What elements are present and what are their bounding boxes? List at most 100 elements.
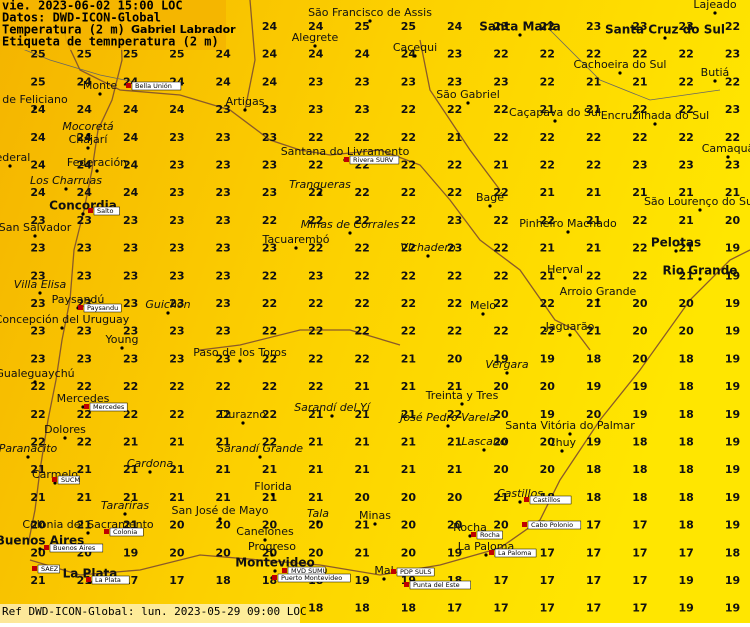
temperature-label: 22 bbox=[308, 325, 323, 338]
station-label: Colonia bbox=[113, 528, 137, 536]
temperature-label: 23 bbox=[123, 297, 138, 310]
place-dot bbox=[466, 101, 470, 105]
place-name: Paranacito bbox=[0, 442, 58, 455]
temperature-label: 22 bbox=[262, 408, 277, 421]
temperature-label: 19 bbox=[493, 352, 508, 365]
temperature-label: 20 bbox=[493, 519, 509, 532]
temperature-label: 22 bbox=[77, 436, 92, 449]
temperature-label: 17 bbox=[540, 546, 555, 559]
place-name: Paso de los Toros bbox=[193, 346, 287, 359]
place-dot bbox=[33, 234, 37, 238]
temperature-label: 23 bbox=[447, 75, 462, 88]
station-box bbox=[527, 520, 582, 530]
station-box bbox=[409, 580, 471, 590]
temperature-label: 20 bbox=[586, 408, 602, 421]
temperature-label: 17 bbox=[169, 574, 184, 587]
temperature-label: 24 bbox=[216, 75, 232, 88]
temperature-label: 21 bbox=[354, 380, 369, 393]
station-box bbox=[396, 567, 435, 577]
temperature-label: 23 bbox=[216, 269, 231, 282]
place-name: Federación bbox=[67, 156, 127, 169]
station-box bbox=[476, 530, 503, 540]
temperature-label: 20 bbox=[216, 519, 232, 532]
temperature-label: 24 bbox=[77, 186, 93, 199]
temperature-label: 20 bbox=[493, 408, 509, 421]
place-name: Tacuarembó bbox=[262, 233, 330, 246]
temperature-label: 17 bbox=[586, 519, 601, 532]
temperature-label: 20 bbox=[308, 519, 324, 532]
place-dot bbox=[330, 414, 334, 418]
temperature-label: 22 bbox=[401, 131, 416, 144]
place-dot bbox=[468, 534, 472, 538]
station-box bbox=[91, 575, 130, 585]
place-name: de Feliciano bbox=[2, 93, 68, 106]
place-dot bbox=[123, 512, 127, 516]
temperature-label: 22 bbox=[632, 214, 647, 227]
temperature-label: 19 bbox=[725, 325, 740, 338]
temperature-label: 19 bbox=[586, 436, 601, 449]
temperature-label: 21 bbox=[447, 131, 462, 144]
temperature-label: 20 bbox=[401, 519, 417, 532]
station-label: Mercedes bbox=[93, 403, 125, 411]
temperature-label: 21 bbox=[586, 75, 601, 88]
temperature-label: 23 bbox=[308, 269, 323, 282]
place-dot bbox=[316, 520, 320, 524]
temperature-label: 22 bbox=[540, 131, 555, 144]
temperature-label: 22 bbox=[586, 159, 601, 172]
place-name: Concepción del Uruguay bbox=[0, 313, 130, 326]
place-name: Minas de Corrales bbox=[301, 218, 400, 231]
temperature-label: 22 bbox=[679, 103, 694, 116]
temperature-label: 23 bbox=[169, 159, 184, 172]
place-dot bbox=[26, 455, 30, 459]
place-dot bbox=[698, 277, 702, 281]
temperature-label: 22 bbox=[354, 242, 369, 255]
temperature-label: 22 bbox=[30, 436, 45, 449]
temperature-label: 23 bbox=[169, 325, 184, 338]
temperature-label: 22 bbox=[725, 20, 740, 33]
place-dot bbox=[426, 254, 430, 258]
place-name: San Salvador bbox=[0, 221, 72, 234]
temperature-label: 21 bbox=[216, 463, 231, 476]
temperature-label: 22 bbox=[493, 48, 508, 61]
temperature-label: 22 bbox=[30, 408, 45, 421]
temperature-label: 24 bbox=[77, 159, 93, 172]
temperature-label: 23 bbox=[354, 75, 369, 88]
temperature-label: 18 bbox=[679, 463, 694, 476]
temperature-label: 23 bbox=[77, 214, 92, 227]
temperature-label: 21 bbox=[586, 325, 601, 338]
place-name: Cacequi bbox=[393, 41, 437, 54]
station-box bbox=[89, 402, 128, 412]
temperature-label: 21 bbox=[679, 269, 694, 282]
temperature-label: 20 bbox=[540, 463, 556, 476]
place-dot bbox=[273, 569, 277, 573]
temperature-label: 23 bbox=[169, 352, 184, 365]
temperature-label: 19 bbox=[725, 297, 740, 310]
place-name: São Lourenço do Sul bbox=[644, 195, 750, 208]
temperature-label: 22 bbox=[493, 325, 508, 338]
place-name: Herval bbox=[547, 263, 583, 276]
place-dot bbox=[566, 230, 570, 234]
temperature-label: 18 bbox=[401, 602, 416, 615]
temperature-label: 23 bbox=[262, 131, 277, 144]
place-dot bbox=[653, 122, 657, 126]
place-dot bbox=[373, 522, 377, 526]
temperature-label: 22 bbox=[77, 408, 92, 421]
temperature-label: 22 bbox=[308, 352, 323, 365]
place-dot bbox=[713, 79, 717, 83]
temperature-label: 17 bbox=[586, 602, 601, 615]
station-marker bbox=[52, 477, 57, 482]
temperature-label: 22 bbox=[308, 214, 323, 227]
place-name: Young bbox=[105, 333, 139, 346]
station-label: La Paloma bbox=[498, 549, 531, 557]
temperature-label: 20 bbox=[169, 519, 185, 532]
place-dot bbox=[618, 71, 622, 75]
temperature-label: 22 bbox=[447, 186, 462, 199]
station-marker bbox=[32, 566, 37, 571]
temperature-label: 22 bbox=[632, 269, 647, 282]
temperature-label: 21 bbox=[216, 491, 231, 504]
temperature-label: 22 bbox=[216, 380, 231, 393]
place-name: Montevideo bbox=[235, 556, 315, 570]
temperature-label: 21 bbox=[308, 491, 323, 504]
place-dot bbox=[63, 436, 67, 440]
temperature-label: 22 bbox=[401, 103, 416, 116]
